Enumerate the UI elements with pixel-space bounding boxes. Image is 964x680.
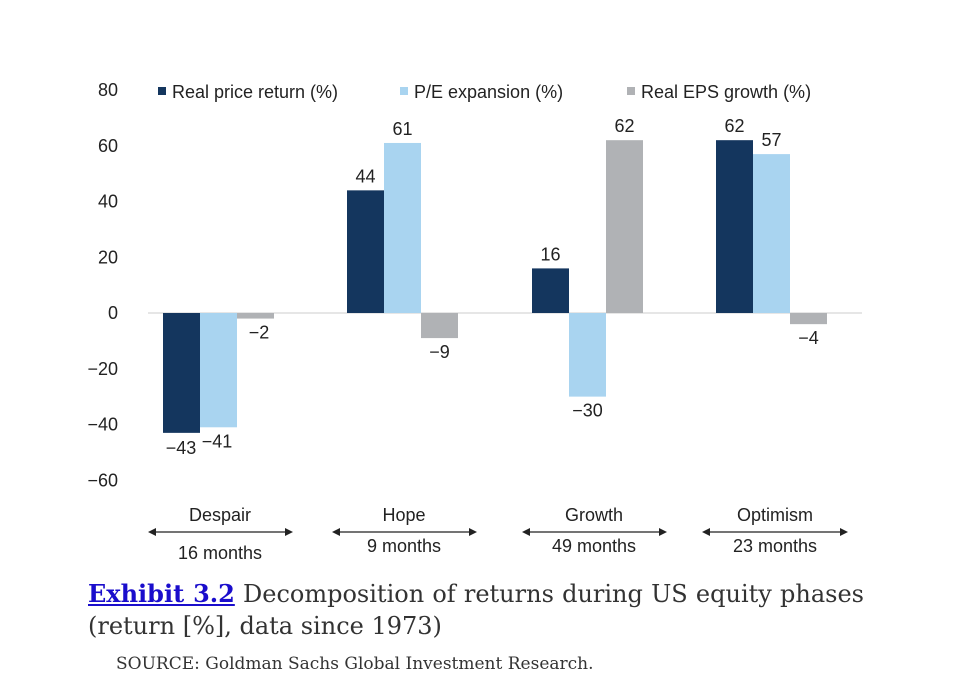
- bar: [606, 140, 643, 313]
- data-label: −41: [202, 431, 233, 451]
- data-label: −2: [249, 323, 270, 343]
- figure-caption: Exhibit 3.2 Decomposition of returns dur…: [88, 578, 864, 642]
- arrow-right-icon: [469, 528, 477, 536]
- arrow-right-icon: [285, 528, 293, 536]
- y-tick-label: −60: [87, 470, 118, 490]
- y-tick-label: 60: [98, 136, 118, 156]
- arrow-left-icon: [332, 528, 340, 536]
- bar: [716, 140, 753, 313]
- phase-label: Despair: [189, 505, 251, 525]
- bar: [753, 154, 790, 313]
- bar: [790, 313, 827, 325]
- phase-duration: 49 months: [552, 536, 636, 556]
- data-label: 44: [355, 166, 375, 186]
- data-label: 57: [761, 130, 781, 150]
- bar: [163, 313, 200, 433]
- legend-label: Real EPS growth (%): [641, 82, 811, 102]
- y-tick-label: −40: [87, 415, 118, 435]
- arrow-right-icon: [659, 528, 667, 536]
- data-label: 62: [724, 116, 744, 136]
- bar: [237, 313, 274, 319]
- data-label: 16: [540, 244, 560, 264]
- legend-swatch: [627, 87, 635, 95]
- phase-duration: 16 months: [178, 543, 262, 563]
- bar: [384, 142, 421, 313]
- phase-label: Hope: [382, 505, 425, 525]
- arrow-left-icon: [702, 528, 710, 536]
- data-label: −30: [572, 401, 603, 421]
- arrow-right-icon: [840, 528, 848, 536]
- legend-label: P/E expansion (%): [414, 82, 563, 102]
- caption-text: Decomposition of returns during US equit…: [88, 580, 864, 640]
- phase-duration: 9 months: [367, 536, 441, 556]
- bar: [200, 313, 237, 428]
- arrow-left-icon: [148, 528, 156, 536]
- data-label: −43: [166, 438, 197, 458]
- bar: [569, 313, 606, 397]
- source-note: SOURCE: Goldman Sachs Global Investment …: [116, 654, 594, 674]
- data-label: 61: [392, 119, 412, 139]
- legend-label: Real price return (%): [172, 82, 338, 102]
- y-tick-label: −20: [87, 359, 118, 379]
- phase-label: Optimism: [737, 505, 813, 525]
- data-label: −9: [429, 342, 450, 362]
- exhibit-link[interactable]: Exhibit 3.2: [88, 579, 235, 608]
- legend-swatch: [400, 87, 408, 95]
- data-label: 62: [614, 116, 634, 136]
- bar-chart: 80 60 40 20 0 −20 −40 −60 Real price return (%) P…: [87, 80, 862, 563]
- bar: [347, 190, 384, 313]
- bar: [421, 313, 458, 339]
- phase-duration: 23 months: [733, 536, 817, 556]
- y-tick-label: 20: [98, 247, 118, 267]
- bar: [532, 268, 569, 313]
- y-tick-label: 0: [108, 303, 118, 323]
- arrow-left-icon: [522, 528, 530, 536]
- y-tick-label: 40: [98, 192, 118, 212]
- phase-label: Growth: [565, 505, 623, 525]
- legend-swatch: [158, 87, 166, 95]
- data-label: −4: [798, 328, 819, 348]
- y-tick-label: 80: [98, 80, 118, 100]
